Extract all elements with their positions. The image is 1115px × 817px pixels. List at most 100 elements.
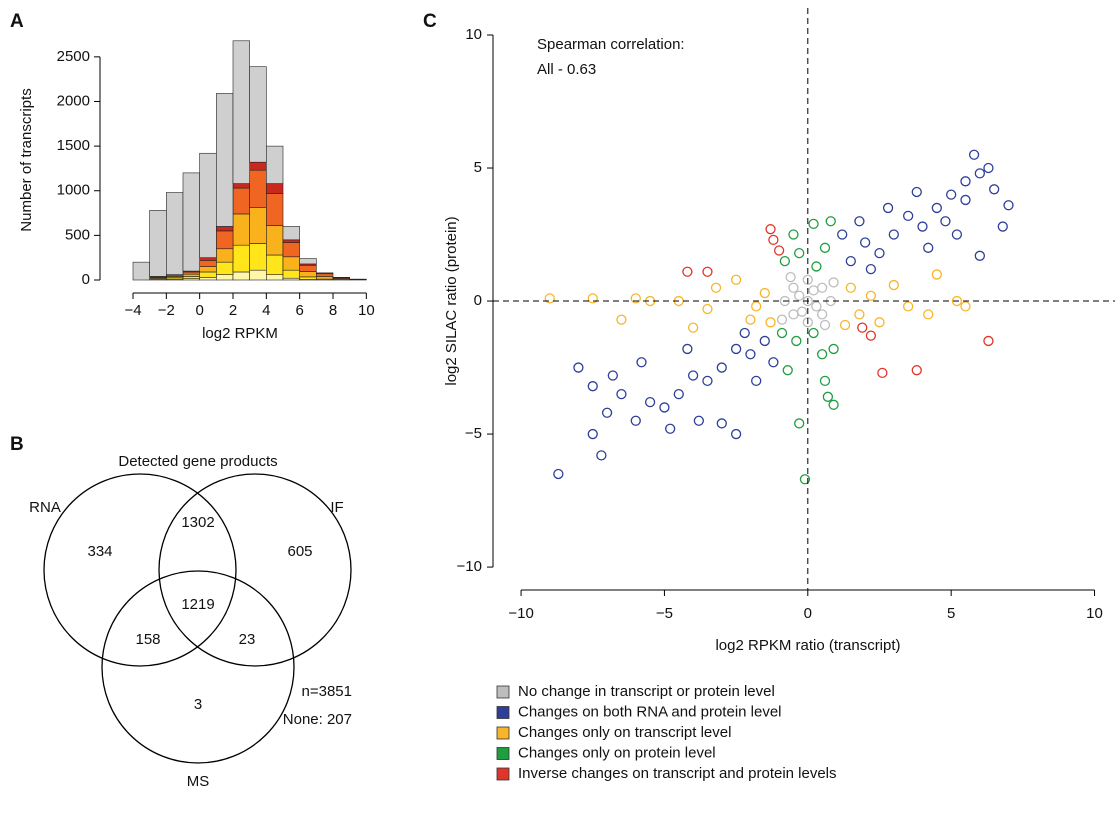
point (912, 187, 921, 196)
point (792, 336, 801, 345)
point (777, 315, 786, 324)
bar-segment (283, 270, 300, 278)
bar-segment (166, 193, 183, 275)
point (826, 217, 835, 226)
bar-segment (150, 210, 167, 276)
point (875, 318, 884, 327)
legend-label: Changes on both RNA and protein level (518, 703, 782, 720)
point (941, 217, 950, 226)
point (746, 315, 755, 324)
bar-segment (316, 273, 333, 274)
point (574, 363, 583, 372)
region-count: 1302 (181, 514, 214, 531)
bar-segment (300, 259, 317, 264)
x-tick-label: −10 (508, 605, 533, 622)
venn-note: None: 207 (283, 711, 352, 728)
point (855, 217, 864, 226)
point (904, 302, 913, 311)
x-tick-label: 10 (1086, 605, 1103, 622)
point (608, 371, 617, 380)
bar-segment (316, 274, 333, 277)
point (740, 328, 749, 337)
point (961, 302, 970, 311)
x-tick-label: 2 (229, 302, 237, 319)
bar-segment (216, 262, 233, 274)
bar-segment (283, 257, 300, 270)
point (866, 291, 875, 300)
y-tick-label: 500 (65, 226, 90, 243)
point (818, 350, 827, 359)
point (732, 275, 741, 284)
y-tick-label: 1500 (57, 137, 90, 154)
point (812, 302, 821, 311)
y-tick-label: 1000 (57, 182, 90, 199)
legend-label: Inverse changes on transcript and protei… (518, 765, 837, 782)
x-axis-label: log2 RPKM ratio (transcript) (715, 637, 900, 654)
bar-segment (250, 243, 267, 270)
x-tick-label: 10 (358, 302, 375, 319)
region-count: 334 (87, 543, 112, 560)
x-tick-label: −2 (158, 302, 175, 319)
point (912, 366, 921, 375)
point (812, 262, 821, 271)
legend-swatch (497, 686, 509, 698)
bar-segment (183, 272, 200, 274)
y-axis-label: log2 SILAC ratio (protein) (443, 216, 460, 385)
point (823, 392, 832, 401)
bar-segment (216, 93, 233, 226)
point (554, 469, 563, 478)
point (866, 331, 875, 340)
y-tick-label: 0 (474, 292, 482, 309)
point (875, 249, 884, 258)
panel-letter: C (423, 11, 437, 32)
point (975, 251, 984, 260)
annotation: All - 0.63 (537, 61, 596, 78)
point (780, 257, 789, 266)
bar-segment (266, 184, 283, 194)
point (717, 363, 726, 372)
bar-segment (200, 267, 217, 272)
bar-segment (216, 226, 233, 230)
point (821, 320, 830, 329)
point (617, 390, 626, 399)
bar-segment (316, 276, 333, 279)
bar-segment (266, 146, 283, 183)
bar-segment (283, 243, 300, 257)
point (841, 320, 850, 329)
point (746, 350, 755, 359)
set-label: RNA (29, 499, 61, 516)
point (712, 283, 721, 292)
legend-label: No change in transcript or protein level (518, 683, 775, 700)
point (970, 150, 979, 159)
point (694, 416, 703, 425)
x-tick-label: −5 (656, 605, 673, 622)
bar-segment (233, 245, 250, 272)
point (703, 267, 712, 276)
point (932, 203, 941, 212)
point (717, 419, 726, 428)
point (683, 344, 692, 353)
point (855, 310, 864, 319)
y-tick-label: 10 (465, 26, 482, 43)
bar-segment (183, 173, 200, 271)
region-count: 1219 (181, 596, 214, 613)
bar-segment (300, 277, 317, 280)
point (984, 164, 993, 173)
bar-segment (283, 240, 300, 243)
point (683, 267, 692, 276)
point (766, 225, 775, 234)
legend-swatch (497, 748, 509, 760)
bar-segment (200, 258, 217, 261)
bar-segment (233, 41, 250, 184)
point (904, 211, 913, 220)
point (990, 185, 999, 194)
bar-segment (266, 275, 283, 280)
annotation: Spearman correlation: (537, 36, 685, 53)
bar-segment (266, 226, 283, 255)
point (660, 403, 669, 412)
x-tick-label: −4 (124, 302, 141, 319)
point (732, 430, 741, 439)
point (766, 318, 775, 327)
y-tick-label: 5 (474, 159, 482, 176)
x-tick-label: 0 (195, 302, 203, 319)
